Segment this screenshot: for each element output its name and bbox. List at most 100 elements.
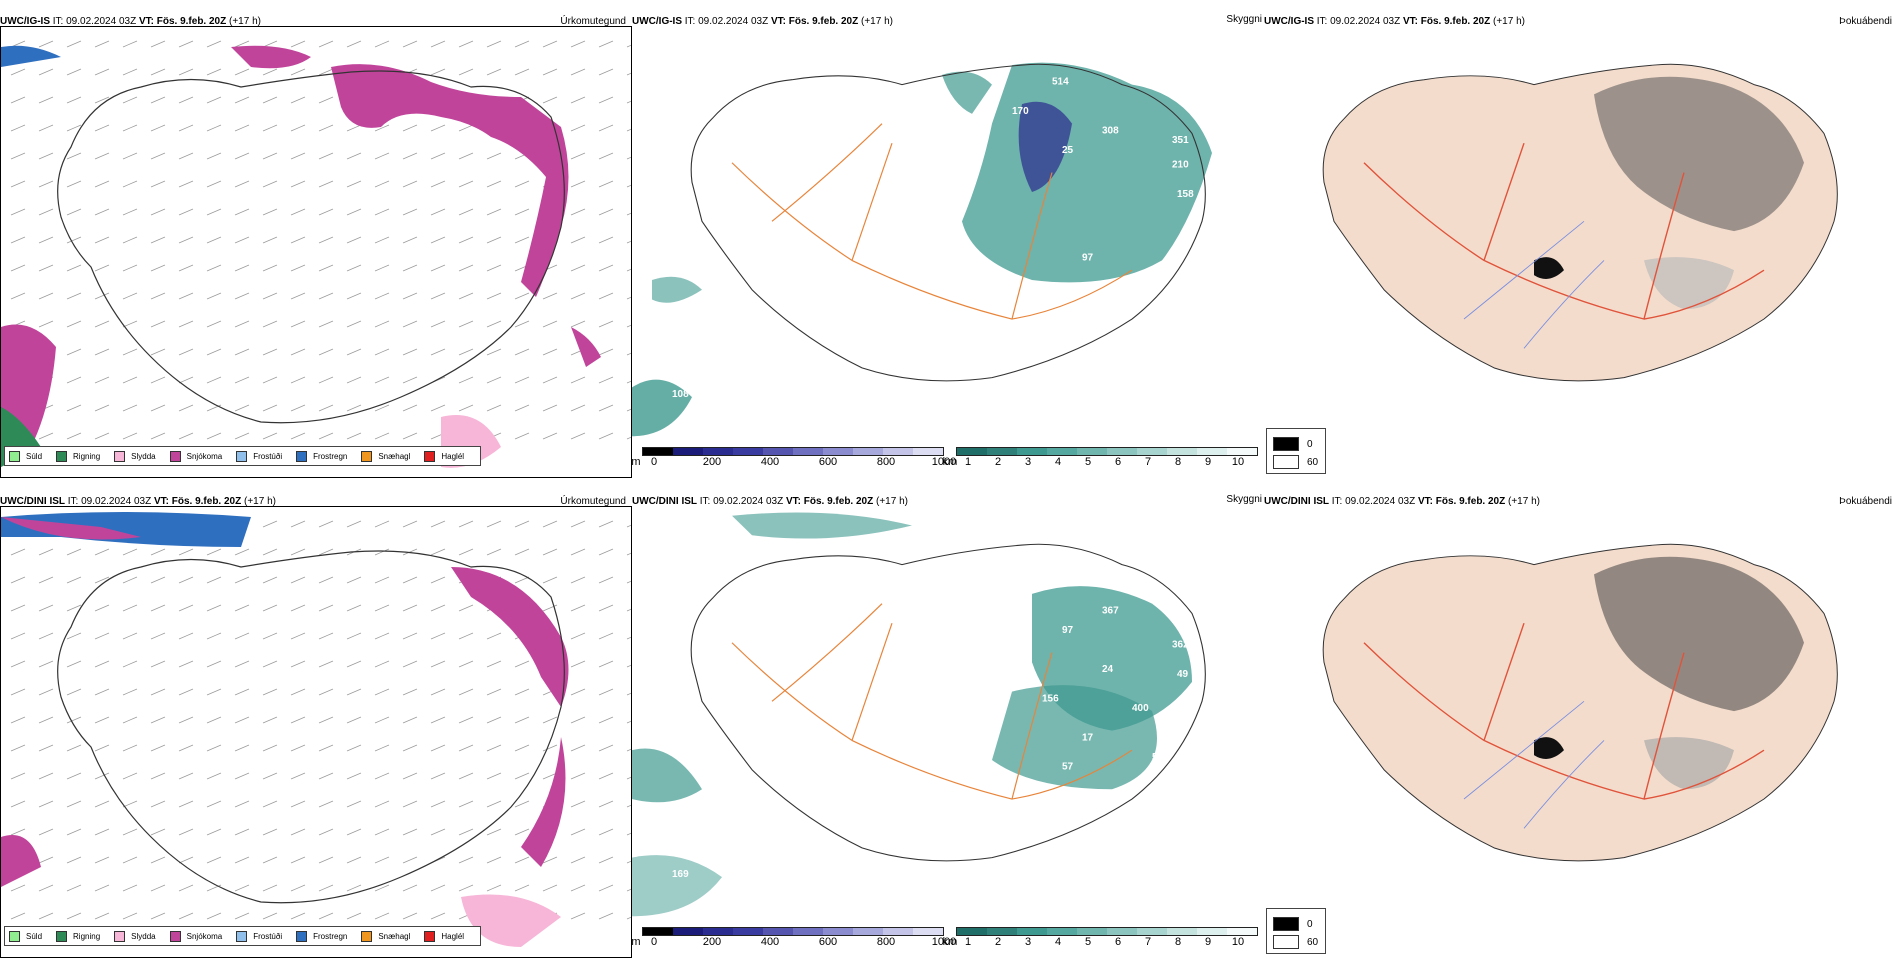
wind-barb [346,660,362,668]
visibility-value-label: 108 [672,389,689,400]
precip-legend-swatch [56,450,68,462]
visibility-area [992,685,1157,790]
wind-barb [486,548,502,556]
wind-barb [206,348,222,356]
wind-barb [178,180,194,188]
wind-barb [122,772,138,780]
wind-barb [262,576,278,584]
visibility-value-label: 210 [1172,160,1189,171]
wind-barb [430,744,446,752]
wind-barb [10,800,26,808]
wind-barb [346,180,362,188]
wind-barb [374,124,390,132]
wind-barb [262,68,278,76]
it-label: IT: [65,496,82,507]
wind-barb [206,548,222,556]
wind-barb [10,828,26,836]
wind-barb [514,576,530,584]
wind-barb [178,96,194,104]
wind-barb [430,660,446,668]
wind-barb [570,828,586,836]
wind-barb [206,716,222,724]
wind-barb [66,180,82,188]
wind-barb [402,744,418,752]
precip-area [1,835,41,887]
wind-barb [486,376,502,384]
wind-barb [94,716,110,724]
wind-barb [290,376,306,384]
visibility-area [632,748,702,803]
wind-barb [94,292,110,300]
visibility-value-label: 17 [1082,733,1094,744]
wind-barb [178,124,194,132]
wind-barb [38,772,54,780]
wind-barb [346,800,362,808]
wind-barb [626,184,631,188]
wind-barb [374,320,390,328]
precip-legend-swatch [361,930,373,942]
wind-barb [318,744,334,752]
vt-value: Fös. 9.feb. 20Z [171,496,242,507]
wind-barb [570,576,586,584]
wind-barb [66,236,82,244]
wind-barb [178,772,194,780]
wind-barb [122,320,138,328]
wind-barb [94,152,110,160]
visibility-value-label: 253 [1192,762,1209,773]
wind-barb [262,320,278,328]
wind-barb [402,800,418,808]
it-value: 09.02.2024 03Z [698,16,771,27]
wind-barb [626,128,631,132]
wind-barb [514,548,530,556]
wind-barb [598,432,614,440]
wind-barb [626,436,631,440]
wind-barb [430,604,446,612]
wind-barb [150,292,166,300]
wind-barb [486,828,502,836]
wind-barb [122,856,138,864]
wind-barb [598,68,614,76]
model-name: UWC/DINI ISL [632,496,697,507]
wind-barb [38,236,54,244]
vt-label: VT: [1402,16,1421,27]
wind-barb [570,660,586,668]
colorbar-km [956,447,1258,456]
wind-barb [458,828,474,836]
wind-barb [38,152,54,160]
wind-barb [262,632,278,640]
wind-barb [66,884,82,892]
wind-barb [346,404,362,412]
wind-barb [486,688,502,696]
wind-barb [206,632,222,640]
precip-legend-swatch [169,450,181,462]
wind-barb [402,180,418,188]
wind-barb [94,68,110,76]
visibility-value-label: 337 [1052,557,1069,568]
wind-barb [570,320,586,328]
fog-area [1594,76,1804,232]
wind-barb [402,40,418,48]
wind-barb [150,432,166,440]
wind-barb [598,772,614,780]
wind-barb [122,632,138,640]
wind-barb [178,208,194,216]
wind-barb [66,208,82,216]
wind-barb [626,720,631,724]
wind-barb [150,124,166,132]
wind-barb [262,800,278,808]
wind-barb [318,800,334,808]
wind-barb [290,912,306,920]
fog-area [1534,257,1564,279]
it-label: IT: [682,16,699,27]
wind-barb [150,264,166,272]
wind-barb [150,376,166,384]
wind-barb [66,716,82,724]
wind-barb [346,632,362,640]
lead-time: (+17 h) [858,16,893,27]
wind-barb [402,236,418,244]
wind-barb [598,800,614,808]
roads [1363,622,1765,800]
wind-barb [486,884,502,892]
wind-barb [234,40,250,48]
wind-barb [94,548,110,556]
